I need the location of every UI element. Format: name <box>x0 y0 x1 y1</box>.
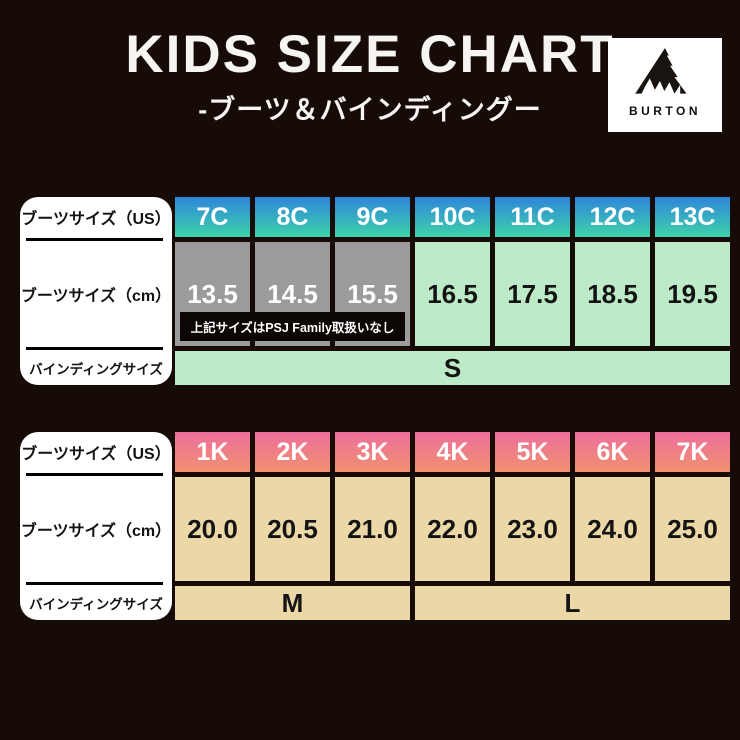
row-label-boot-size-cm: ブーツサイズ（cm） <box>20 288 172 305</box>
us-size-cell: 7K <box>655 432 730 472</box>
size-table-c: ブーツサイズ（US） ブーツサイズ（cm） バインディングサイズ 7C 8C 9… <box>20 197 730 385</box>
psj-note-banner: 上記サイズはPSJ Family取扱いなし <box>180 312 405 341</box>
cm-size-cell: 17.5 <box>495 242 570 346</box>
cm-size-cell: 16.5 <box>415 242 490 346</box>
cm-size-cell: 20.5 <box>255 477 330 581</box>
us-size-cell: 1K <box>175 432 250 472</box>
cm-size-cell: 24.0 <box>575 477 650 581</box>
row-label-binding-size: バインディングサイズ <box>29 597 163 612</box>
us-size-cell: 9C <box>335 197 410 237</box>
binding-size-cell-l: L <box>415 586 730 620</box>
burton-logo-text: BURTON <box>628 104 702 118</box>
label-panel-c: ブーツサイズ（US） ブーツサイズ（cm） バインディングサイズ <box>20 197 172 385</box>
us-size-cell: 8C <box>255 197 330 237</box>
row-label-boot-size-us: ブーツサイズ（US） <box>21 211 171 228</box>
label-divider <box>20 581 172 586</box>
us-size-cell: 6K <box>575 432 650 472</box>
us-size-cell: 2K <box>255 432 330 472</box>
size-table-k: ブーツサイズ（US） ブーツサイズ（cm） バインディングサイズ 1K 2K 3… <box>20 432 730 620</box>
cm-size-cell: 22.0 <box>415 477 490 581</box>
us-size-cell: 11C <box>495 197 570 237</box>
grid-k: 1K 2K 3K 4K 5K 6K 7K 20.0 20.5 21.0 22.0… <box>175 432 730 620</box>
us-size-cell: 13C <box>655 197 730 237</box>
row-label-binding-size: バインディングサイズ <box>29 362 163 377</box>
us-size-cell: 10C <box>415 197 490 237</box>
cm-size-cell: 21.0 <box>335 477 410 581</box>
cm-size-cell: 18.5 <box>575 242 650 346</box>
burton-logo: BURTON <box>608 38 722 132</box>
cm-size-cell: 20.0 <box>175 477 250 581</box>
us-size-cell: 5K <box>495 432 570 472</box>
binding-size-cell-s: S <box>175 351 730 385</box>
binding-size-cell-m: M <box>175 586 410 620</box>
label-panel-k: ブーツサイズ（US） ブーツサイズ（cm） バインディングサイズ <box>20 432 172 620</box>
row-label-boot-size-cm: ブーツサイズ（cm） <box>20 523 172 540</box>
label-divider <box>20 237 172 242</box>
row-label-boot-size-us: ブーツサイズ（US） <box>21 446 171 463</box>
us-size-cell: 3K <box>335 432 410 472</box>
burton-mountain-icon <box>635 48 687 94</box>
us-size-cell: 12C <box>575 197 650 237</box>
label-divider <box>20 472 172 477</box>
page-title: KIDS SIZE CHART <box>125 25 615 84</box>
us-size-cell: 4K <box>415 432 490 472</box>
label-divider <box>20 346 172 351</box>
cm-size-cell: 25.0 <box>655 477 730 581</box>
grid-c: 7C 8C 9C 10C 11C 12C 13C 13.5 14.5 15.5 … <box>175 197 730 385</box>
cm-size-cell: 23.0 <box>495 477 570 581</box>
page-subtitle: -ブーツ＆バインディングー <box>198 95 542 125</box>
cm-size-cell: 19.5 <box>655 242 730 346</box>
us-size-cell: 7C <box>175 197 250 237</box>
